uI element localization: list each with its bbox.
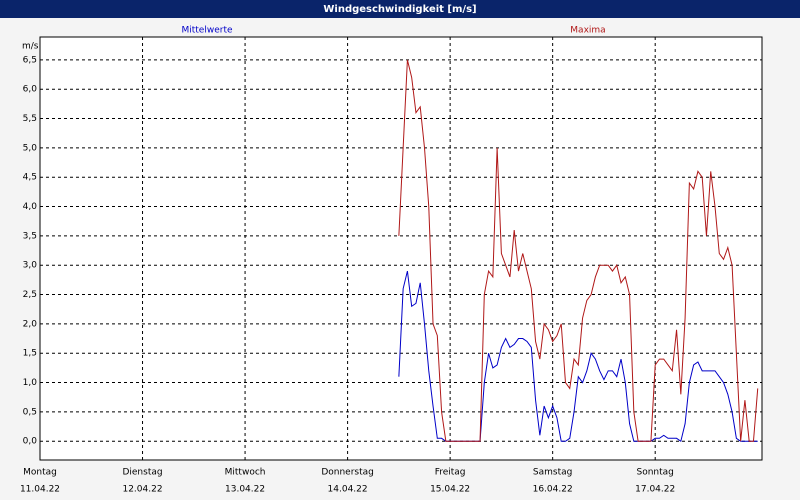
y-tick-label: 1,0: [23, 378, 38, 388]
x-tick-label: Samstag: [533, 468, 572, 478]
y-tick-label: 4,5: [23, 173, 37, 183]
y-tick-label: 3,5: [23, 231, 37, 241]
y-tick-label: 2,5: [23, 290, 37, 300]
plot-area: [40, 37, 762, 460]
x-tick-date: 11.04.22: [20, 485, 60, 495]
title-bar: [0, 0, 800, 18]
y-tick-label: 2,0: [23, 319, 38, 329]
y-tick-label: 4,0: [23, 202, 38, 212]
x-tick-date: 14.04.22: [328, 485, 368, 495]
y-axis-label: m/s: [22, 42, 39, 52]
y-tick-label: 0,0: [23, 437, 38, 447]
legend-label: Maxima: [570, 26, 605, 36]
x-tick-date: 13.04.22: [225, 485, 265, 495]
x-tick-label: Montag: [23, 468, 57, 478]
x-tick-label: Freitag: [435, 468, 466, 478]
x-tick-label: Sonntag: [636, 468, 673, 478]
legend-label: Mittelwerte: [181, 26, 232, 36]
x-tick-label: Dienstag: [122, 468, 162, 478]
plot-frame: [39, 36, 763, 461]
y-tick-label: 5,5: [23, 114, 37, 124]
y-tick-label: 3,0: [23, 261, 38, 271]
y-tick-label: 6,0: [23, 85, 38, 95]
y-tick-label: 0,5: [23, 407, 37, 417]
x-tick-label: Mittwoch: [225, 468, 266, 478]
x-tick-date: 17.04.22: [635, 485, 675, 495]
y-tick-label: 6,5: [23, 55, 37, 65]
x-tick-date: 12.04.22: [122, 485, 162, 495]
chart-title: Windgeschwindigkeit [m/s]: [323, 4, 476, 15]
data-line: [398, 59, 759, 442]
x-tick-date: 16.04.22: [533, 485, 573, 495]
x-tick-date: 15.04.22: [430, 485, 470, 495]
y-tick-label: 5,0: [23, 143, 38, 153]
x-tick-label: Donnerstag: [321, 468, 374, 478]
y-tick-label: 1,5: [23, 349, 37, 359]
